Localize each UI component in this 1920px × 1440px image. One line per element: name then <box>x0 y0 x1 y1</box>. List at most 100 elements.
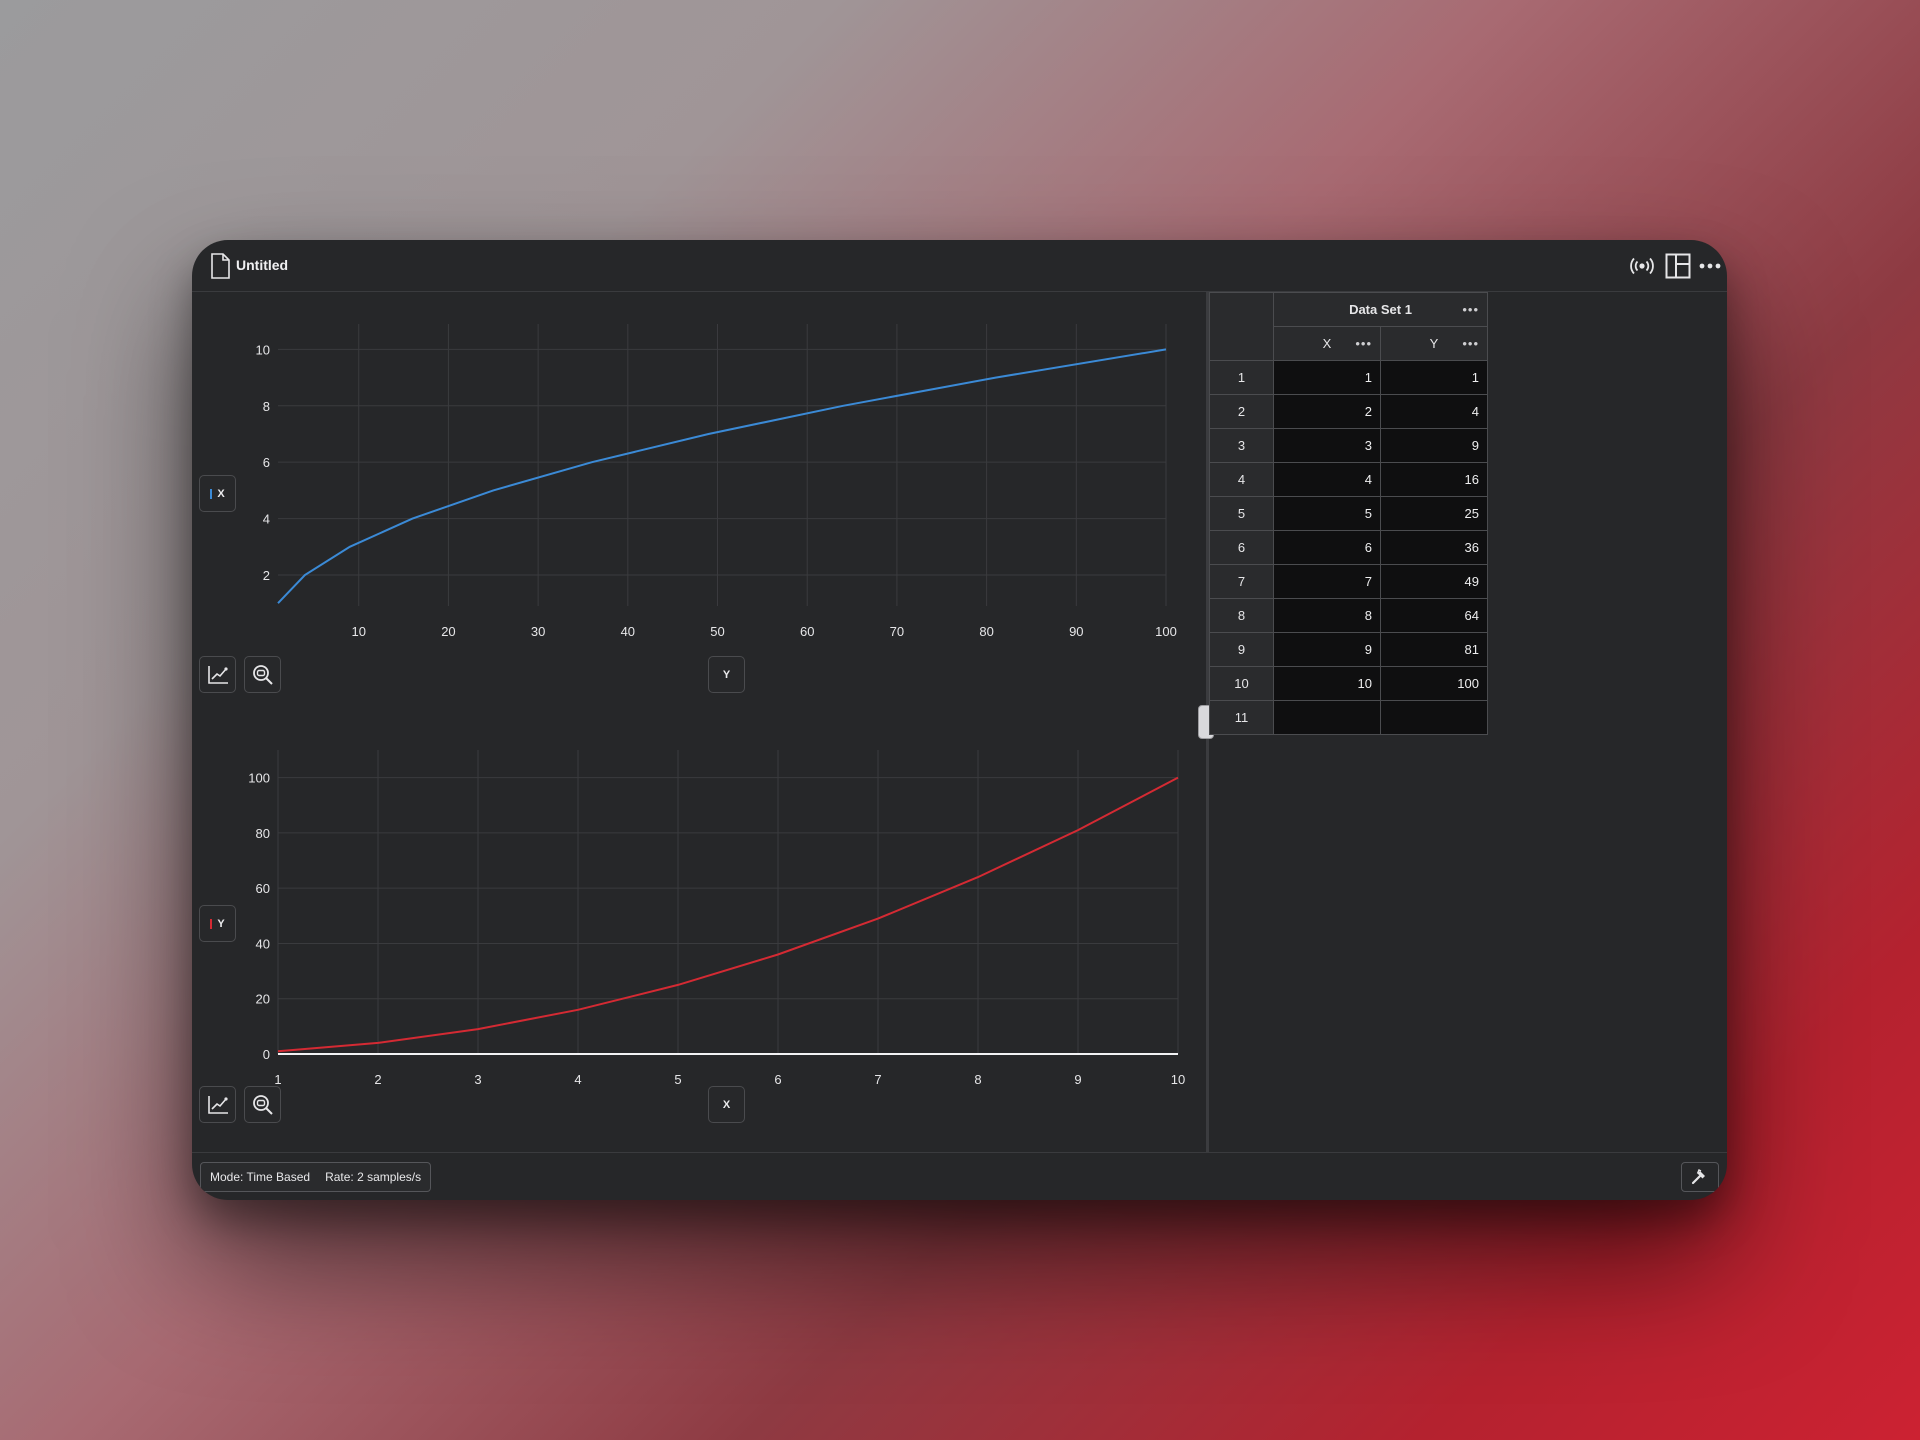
cell-x[interactable]: 2 <box>1273 394 1381 429</box>
cell-x[interactable]: 1 <box>1273 360 1381 395</box>
document-title: Untitled <box>236 257 289 273</box>
x-tick-label: 20 <box>441 624 455 639</box>
row-number[interactable]: 7 <box>1209 564 1274 599</box>
table-row: 8 8 64 <box>1209 598 1488 633</box>
cell-y[interactable]: 16 <box>1380 462 1488 497</box>
column-label: X <box>1322 336 1332 351</box>
row-number[interactable]: 9 <box>1209 632 1274 667</box>
zoom-icon <box>252 1094 273 1115</box>
y-tick-label: 4 <box>263 512 270 527</box>
layout-icon <box>1665 253 1691 279</box>
x-axis-selector-bottom[interactable]: X <box>708 1086 745 1123</box>
column-header-y[interactable]: Y ••• <box>1380 326 1488 361</box>
x-tick-label: 70 <box>890 624 904 639</box>
table-row: 11 <box>1209 700 1488 735</box>
row-number[interactable]: 10 <box>1209 666 1274 701</box>
broadcast-button[interactable] <box>1627 252 1657 280</box>
series-line <box>277 348 1167 604</box>
series-color-swatch <box>210 918 213 929</box>
graph-tools-button-top[interactable] <box>199 656 236 693</box>
graph-tools-button-bottom[interactable] <box>199 1086 236 1123</box>
title-bar: Untitled <box>192 240 1727 292</box>
cell-y[interactable]: 1 <box>1380 360 1488 395</box>
table-row: 6 6 36 <box>1209 530 1488 565</box>
cell-x[interactable]: 10 <box>1273 666 1381 701</box>
y-tick-label: 0 <box>263 1047 270 1062</box>
x-tick-label: 80 <box>979 624 993 639</box>
x-tick-label: 5 <box>674 1072 681 1087</box>
row-number[interactable]: 4 <box>1209 462 1274 497</box>
app-window: Untitled 10 <box>192 240 1727 1200</box>
cell-x[interactable] <box>1273 700 1381 735</box>
dataset-header[interactable]: Data Set 1 ••• <box>1273 292 1488 327</box>
row-number[interactable]: 3 <box>1209 428 1274 463</box>
y-tick-label: 6 <box>263 455 270 470</box>
x-tick-label: 8 <box>974 1072 981 1087</box>
cell-x[interactable]: 4 <box>1273 462 1381 497</box>
y-axis-label: Y <box>217 917 225 930</box>
cell-x[interactable]: 6 <box>1273 530 1381 565</box>
zoom-button-top[interactable] <box>244 656 281 693</box>
graph-tools-icon <box>207 665 228 684</box>
row-number[interactable]: 1 <box>1209 360 1274 395</box>
cell-y[interactable]: 100 <box>1380 666 1488 701</box>
table-row: 10 10 100 <box>1209 666 1488 701</box>
cell-y[interactable] <box>1380 700 1488 735</box>
x-tick-label: 7 <box>874 1072 881 1087</box>
cell-y[interactable]: 49 <box>1380 564 1488 599</box>
more-button[interactable] <box>1695 252 1725 280</box>
cell-x[interactable]: 9 <box>1273 632 1381 667</box>
table-row: 7 7 49 <box>1209 564 1488 599</box>
y-axis-selector-top[interactable]: X <box>199 475 236 512</box>
cell-y[interactable]: 9 <box>1380 428 1488 463</box>
graph-top[interactable]: 10 20 30 40 50 60 70 80 90 100 2 4 6 8 10 <box>192 292 1206 672</box>
zoom-button-bottom[interactable] <box>244 1086 281 1123</box>
column-more-icon[interactable]: ••• <box>1462 336 1479 351</box>
layout-button[interactable] <box>1663 252 1693 280</box>
cell-y[interactable]: 36 <box>1380 530 1488 565</box>
row-number[interactable]: 8 <box>1209 598 1274 633</box>
cell-y[interactable]: 81 <box>1380 632 1488 667</box>
document-icon <box>211 253 230 279</box>
y-tick-label: 10 <box>256 342 270 357</box>
x-tick-label: 6 <box>774 1072 781 1087</box>
more-icon <box>1699 263 1721 269</box>
cell-y[interactable]: 64 <box>1380 598 1488 633</box>
column-label: Y <box>1429 336 1439 351</box>
cell-x[interactable]: 3 <box>1273 428 1381 463</box>
row-number[interactable]: 11 <box>1209 700 1274 735</box>
cell-y[interactable]: 25 <box>1380 496 1488 531</box>
column-header-x[interactable]: X ••• <box>1273 326 1381 361</box>
cell-x[interactable]: 5 <box>1273 496 1381 531</box>
row-number[interactable]: 2 <box>1209 394 1274 429</box>
x-tick-label: 2 <box>374 1072 381 1087</box>
x-axis-selector-top[interactable]: Y <box>708 656 745 693</box>
tools-button[interactable] <box>1681 1162 1719 1192</box>
x-tick-label: 40 <box>621 624 635 639</box>
cell-x[interactable]: 8 <box>1273 598 1381 633</box>
cell-x[interactable]: 7 <box>1273 564 1381 599</box>
row-number[interactable]: 6 <box>1209 530 1274 565</box>
series-color-swatch <box>210 488 213 499</box>
collection-settings-button[interactable]: Mode: Time Based Rate: 2 samples/s <box>200 1162 432 1192</box>
y-tick-label: 80 <box>256 826 270 841</box>
dataset-more-icon[interactable]: ••• <box>1462 302 1479 317</box>
x-tick-label: 100 <box>1155 624 1177 639</box>
x-axis-label: Y <box>722 668 731 681</box>
cell-y[interactable]: 4 <box>1380 394 1488 429</box>
x-tick-label: 4 <box>574 1072 581 1087</box>
row-number[interactable]: 5 <box>1209 496 1274 531</box>
y-axis-selector-bottom[interactable]: Y <box>199 905 236 942</box>
table-row: 4 4 16 <box>1209 462 1488 497</box>
column-more-icon[interactable]: ••• <box>1355 336 1372 351</box>
zoom-icon <box>252 664 273 685</box>
x-tick-label: 10 <box>1171 1072 1185 1087</box>
x-tick-label: 50 <box>710 624 724 639</box>
y-tick-label: 2 <box>263 568 270 583</box>
